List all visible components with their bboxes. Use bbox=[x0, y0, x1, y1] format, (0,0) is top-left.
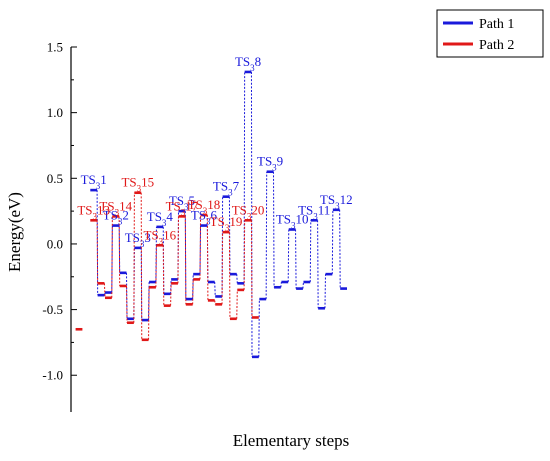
series-2-connector bbox=[133, 192, 135, 323]
series-2-connector bbox=[214, 300, 216, 305]
series-2-connector bbox=[111, 216, 113, 298]
series-1-connector bbox=[199, 225, 202, 275]
series-1-connector bbox=[295, 229, 297, 289]
ts-label: TS38 bbox=[235, 54, 261, 73]
series-1-connector bbox=[280, 281, 282, 288]
ts-label: TS33 bbox=[125, 230, 151, 249]
series-1-connector bbox=[317, 220, 319, 309]
series-2-connector bbox=[118, 216, 121, 286]
ts-label: TS316 bbox=[144, 227, 177, 246]
ts-label: TS312 bbox=[320, 192, 353, 211]
y-tick-label: -1.0 bbox=[42, 368, 63, 383]
series-1-connector bbox=[309, 220, 312, 283]
series-1-connector bbox=[192, 274, 194, 300]
ts-label: TS31 bbox=[81, 172, 107, 191]
legend-label: Path 1 bbox=[479, 17, 514, 32]
series-2-connector bbox=[184, 216, 187, 305]
series-1-connector bbox=[184, 211, 187, 300]
ts-label: TS319 bbox=[210, 214, 243, 233]
ts-label: TS317 bbox=[166, 198, 199, 217]
ts-label: TS314 bbox=[99, 198, 132, 217]
y-tick-label: 0.0 bbox=[47, 236, 63, 251]
series-1-connector bbox=[265, 171, 268, 300]
series-2-connector bbox=[148, 287, 150, 340]
ts-label: TS37 bbox=[213, 179, 240, 198]
series-1-connector bbox=[221, 196, 224, 297]
series-1-connector bbox=[96, 190, 99, 296]
series-2-connector bbox=[192, 279, 194, 305]
series-1-connector bbox=[243, 71, 246, 284]
ts-label: TS32 bbox=[103, 208, 129, 227]
series-2-connector bbox=[103, 283, 106, 298]
ts-label: TS39 bbox=[257, 154, 283, 173]
ts-label: TS320 bbox=[232, 202, 265, 221]
series-2 bbox=[75, 191, 259, 342]
series-2-connector bbox=[140, 192, 143, 340]
ts-label: TS318 bbox=[188, 197, 221, 216]
ts-label: TS36 bbox=[191, 208, 218, 227]
y-tick-label: -0.5 bbox=[42, 302, 63, 317]
series-1-connector bbox=[302, 281, 304, 289]
series-2-connector bbox=[236, 289, 238, 319]
legend: Path 1 Path 2 bbox=[436, 9, 544, 58]
series-1-connector bbox=[273, 171, 275, 288]
x-axis-title: Elementary steps bbox=[233, 431, 350, 450]
series-1-connector bbox=[118, 225, 121, 273]
y-tick-label: 0.5 bbox=[47, 171, 63, 186]
series-2-connector bbox=[126, 285, 128, 323]
ts-label: TS313 bbox=[77, 202, 110, 221]
series-1-connector bbox=[214, 281, 216, 297]
series-2-connector bbox=[206, 215, 209, 301]
series-1-connector bbox=[206, 225, 209, 283]
ts-label: TS311 bbox=[298, 202, 330, 221]
series-2-connector bbox=[243, 220, 246, 290]
series-2-connector bbox=[170, 283, 172, 306]
ts-label: TS35 bbox=[169, 193, 195, 212]
axes: 1.5 1.0 0.5 0.0 -0.5 -1.0 bbox=[42, 40, 77, 412]
series-1-connector bbox=[148, 282, 150, 321]
series-2-connector bbox=[177, 216, 179, 284]
series-1-connector bbox=[339, 209, 341, 289]
legend-label: Path 2 bbox=[479, 38, 514, 53]
series-layer bbox=[75, 70, 347, 359]
series-1 bbox=[90, 70, 347, 359]
ts-label: TS310 bbox=[276, 212, 309, 231]
series-1-connector bbox=[258, 299, 260, 357]
series-1-connector bbox=[111, 225, 113, 293]
y-tick-label: 1.5 bbox=[47, 40, 63, 55]
series-1-connector bbox=[331, 209, 334, 275]
y-tick-label: 1.0 bbox=[47, 105, 63, 120]
y-axis-title: Energy(eV) bbox=[5, 192, 24, 272]
series-1-connector bbox=[324, 274, 326, 309]
series-2-connector bbox=[250, 220, 253, 318]
legend-box bbox=[436, 9, 544, 58]
series-1-connector bbox=[250, 71, 253, 357]
ts-label: TS34 bbox=[147, 209, 174, 228]
series-2-connector bbox=[221, 232, 224, 305]
ts-label: TS315 bbox=[121, 175, 154, 194]
series-2-connector bbox=[162, 245, 165, 306]
series-2-connector bbox=[228, 232, 231, 319]
series-1-connector bbox=[126, 272, 128, 319]
series-1-connector bbox=[236, 274, 238, 284]
series-1-connector bbox=[287, 229, 290, 283]
